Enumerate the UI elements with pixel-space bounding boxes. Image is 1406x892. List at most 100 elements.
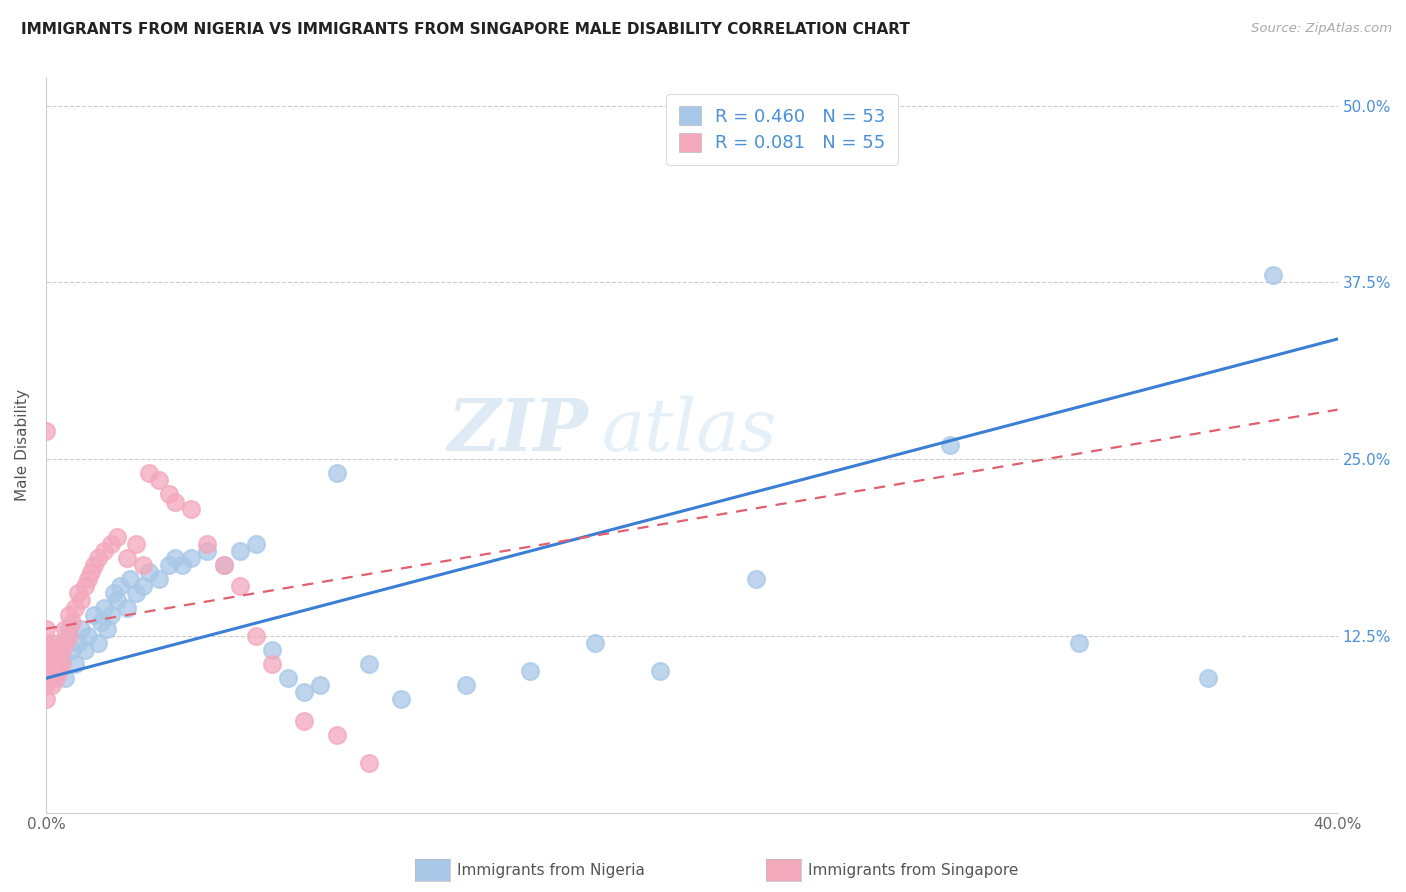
Point — [38, 643, 60, 657]
Legend: R = 0.460   N = 53, R = 0.081   N = 55: R = 0.460 N = 53, R = 0.081 N = 55 — [666, 94, 898, 165]
Point — [48, 643, 70, 657]
Point — [125, 586, 148, 600]
Point — [648, 664, 671, 678]
Point — [157, 558, 180, 573]
Point — [105, 593, 128, 607]
Point — [35, 636, 58, 650]
Point — [35, 657, 58, 672]
Point — [110, 579, 132, 593]
Point — [228, 579, 250, 593]
Point — [454, 678, 477, 692]
Point — [357, 657, 380, 672]
Point — [38, 650, 60, 665]
Point — [83, 607, 105, 622]
Point — [41, 664, 63, 678]
Point — [58, 607, 80, 622]
Y-axis label: Male Disability: Male Disability — [15, 389, 30, 501]
Point — [583, 636, 606, 650]
Point — [73, 643, 96, 657]
Point — [939, 438, 962, 452]
Text: atlas: atlas — [602, 395, 778, 466]
Point — [67, 586, 90, 600]
Point — [148, 473, 170, 487]
Text: Immigrants from Singapore: Immigrants from Singapore — [808, 863, 1019, 878]
Point — [63, 657, 86, 672]
Point — [53, 671, 76, 685]
Point — [67, 636, 90, 650]
Point — [165, 551, 187, 566]
Point — [93, 544, 115, 558]
Point — [212, 558, 235, 573]
Point — [260, 657, 283, 672]
Point — [325, 467, 347, 481]
Point — [389, 692, 412, 706]
Point — [180, 501, 202, 516]
Point — [1198, 671, 1220, 685]
Point — [292, 685, 315, 699]
Point — [51, 657, 73, 672]
Point — [53, 622, 76, 636]
Point — [197, 544, 219, 558]
Point — [132, 579, 155, 593]
Point — [745, 572, 768, 586]
Point — [35, 678, 58, 692]
Point — [83, 558, 105, 573]
Point — [277, 671, 299, 685]
Text: Immigrants from Nigeria: Immigrants from Nigeria — [457, 863, 645, 878]
Point — [41, 636, 63, 650]
Point — [118, 572, 141, 586]
Point — [38, 643, 60, 657]
Text: Source: ZipAtlas.com: Source: ZipAtlas.com — [1251, 22, 1392, 36]
Point — [38, 657, 60, 672]
Point — [100, 607, 122, 622]
Point — [103, 586, 125, 600]
Point — [35, 692, 58, 706]
Point — [180, 551, 202, 566]
Point — [77, 629, 100, 643]
Point — [157, 487, 180, 501]
Point — [292, 714, 315, 728]
Point — [70, 593, 93, 607]
Point — [165, 494, 187, 508]
Point — [138, 566, 160, 580]
Point — [53, 636, 76, 650]
Point — [125, 537, 148, 551]
Point — [35, 622, 58, 636]
Point — [1261, 268, 1284, 283]
Point — [73, 579, 96, 593]
Point — [245, 537, 267, 551]
Point — [60, 615, 83, 629]
Point — [93, 600, 115, 615]
Point — [212, 558, 235, 573]
Point — [148, 572, 170, 586]
Point — [115, 600, 138, 615]
Point — [38, 664, 60, 678]
Point — [197, 537, 219, 551]
Point — [228, 544, 250, 558]
Point — [80, 566, 103, 580]
Point — [77, 572, 100, 586]
Point — [51, 643, 73, 657]
Point — [63, 600, 86, 615]
Point — [115, 551, 138, 566]
Point — [58, 622, 80, 636]
Point — [138, 467, 160, 481]
Point — [41, 664, 63, 678]
Point — [35, 664, 58, 678]
Point — [45, 657, 67, 672]
Point — [58, 629, 80, 643]
Point — [35, 424, 58, 438]
Point — [105, 530, 128, 544]
Point — [100, 537, 122, 551]
Point — [35, 650, 58, 665]
Point — [35, 643, 58, 657]
Point — [86, 551, 108, 566]
Point — [842, 112, 865, 127]
Point — [245, 629, 267, 643]
Point — [48, 636, 70, 650]
Point — [357, 756, 380, 770]
Point — [70, 622, 93, 636]
Point — [45, 671, 67, 685]
Point — [41, 678, 63, 692]
Point — [309, 678, 332, 692]
